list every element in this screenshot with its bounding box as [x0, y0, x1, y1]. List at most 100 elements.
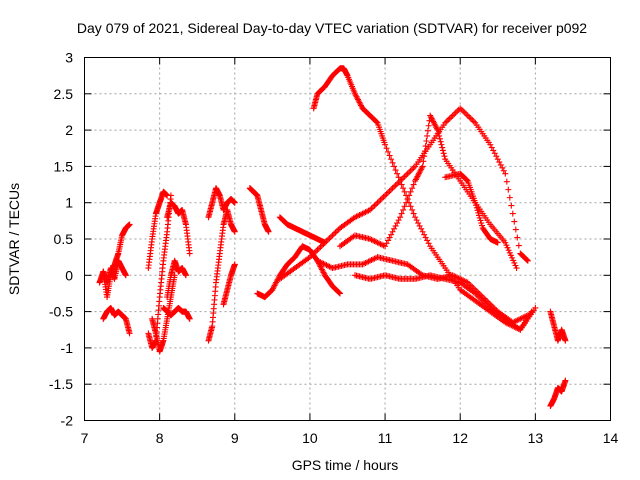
data-point: [441, 153, 448, 160]
data-point: [506, 194, 513, 201]
data-point: [389, 159, 396, 166]
y-tick-label: 0.5: [54, 231, 74, 247]
plot-frame: [84, 57, 611, 421]
series-arc-d: [145, 192, 174, 351]
y-axis-label: SDTVAR / TECUs: [6, 183, 22, 295]
data-point: [509, 210, 516, 217]
series-arc-f: [164, 199, 193, 257]
x-tick-label: 11: [378, 430, 393, 446]
x-tick-label: 13: [528, 430, 544, 446]
data-point: [383, 145, 390, 152]
x-tick-label: 12: [452, 430, 468, 446]
series-arc-u: [442, 170, 501, 246]
data-point: [524, 257, 531, 264]
y-tick-labels: -2 -1.5 -1 -0.5 0 0.5 1 1.5 2 2.5 3: [49, 50, 73, 429]
data-point: [425, 122, 432, 129]
series-arc-w: [547, 377, 569, 409]
data-point: [515, 242, 522, 249]
y-tick-label: -1.5: [49, 376, 73, 392]
y-tick-label: 0: [65, 267, 73, 283]
data-point: [420, 158, 427, 165]
data-point: [514, 234, 521, 241]
data-point: [386, 152, 393, 159]
series-arc-c: [100, 257, 129, 286]
data-point: [231, 261, 238, 268]
data-point: [382, 141, 389, 148]
data-point: [494, 239, 501, 246]
series-arc-m: [246, 185, 272, 235]
data-point: [401, 203, 408, 210]
series-arc-j: [205, 206, 238, 344]
data-point: [423, 137, 430, 144]
data-point: [511, 218, 518, 225]
y-tick-label: 1.5: [54, 158, 74, 174]
y-tick-label: -2: [61, 413, 74, 429]
chart-title: Day 079 of 2021, Sidereal Day-to-day VTE…: [77, 20, 587, 36]
x-axis-label: GPS time / hours: [292, 457, 399, 473]
series-arc-v: [547, 308, 569, 344]
data-point: [171, 272, 178, 279]
data-point: [524, 257, 531, 264]
data-point: [508, 202, 515, 209]
data-point: [562, 377, 569, 384]
data-point: [231, 199, 238, 206]
data-point: [421, 153, 428, 160]
data-point: [398, 181, 405, 188]
data-point: [438, 141, 445, 148]
data-point: [265, 228, 272, 235]
data-point: [440, 150, 447, 157]
x-tick-label: 8: [156, 430, 164, 446]
y-tick-label: 2: [65, 122, 73, 138]
x-tick-label: 9: [231, 430, 239, 446]
data-point: [409, 185, 416, 192]
data-point: [424, 132, 431, 139]
data-point: [512, 226, 519, 233]
data-points: [96, 65, 569, 409]
x-tick-label: 7: [81, 430, 89, 446]
data-point: [397, 177, 404, 184]
series-arc-b: [100, 304, 133, 337]
data-point: [410, 181, 417, 188]
data-point: [126, 330, 133, 337]
data-point: [532, 304, 539, 311]
x-tick-label: 10: [302, 430, 318, 446]
data-point: [186, 315, 193, 322]
data-point: [410, 210, 417, 217]
data-point: [400, 206, 407, 213]
data-point: [406, 192, 413, 199]
data-point: [395, 174, 402, 181]
data-point: [391, 163, 398, 170]
data-point: [505, 186, 512, 193]
data-point: [439, 147, 446, 154]
data-point: [407, 203, 414, 210]
data-point: [437, 138, 444, 145]
series-arc-l: [220, 261, 238, 308]
series-arc-e: [145, 188, 171, 272]
data-point: [434, 127, 441, 134]
data-point: [400, 185, 407, 192]
data-point: [164, 192, 171, 199]
data-point: [562, 337, 569, 344]
data-point: [231, 228, 238, 235]
data-point: [513, 265, 520, 272]
data-point: [394, 170, 401, 177]
data-point: [392, 167, 399, 174]
data-point: [403, 199, 410, 206]
data-point: [336, 290, 343, 297]
data-point: [401, 188, 408, 195]
data-point: [422, 143, 429, 150]
data-point: [424, 127, 431, 134]
data-point: [421, 148, 428, 155]
data-point: [407, 188, 414, 195]
series-arc-g: [160, 304, 193, 322]
data-point: [397, 214, 404, 221]
grid: [84, 57, 611, 421]
data-point: [404, 196, 411, 203]
y-tick-label: 3: [65, 50, 73, 66]
data-point: [336, 289, 343, 296]
series-arc-k: [205, 185, 238, 221]
data-point: [439, 144, 446, 151]
y-tick-label: 1: [65, 195, 73, 211]
series-arc-p: [276, 105, 531, 282]
